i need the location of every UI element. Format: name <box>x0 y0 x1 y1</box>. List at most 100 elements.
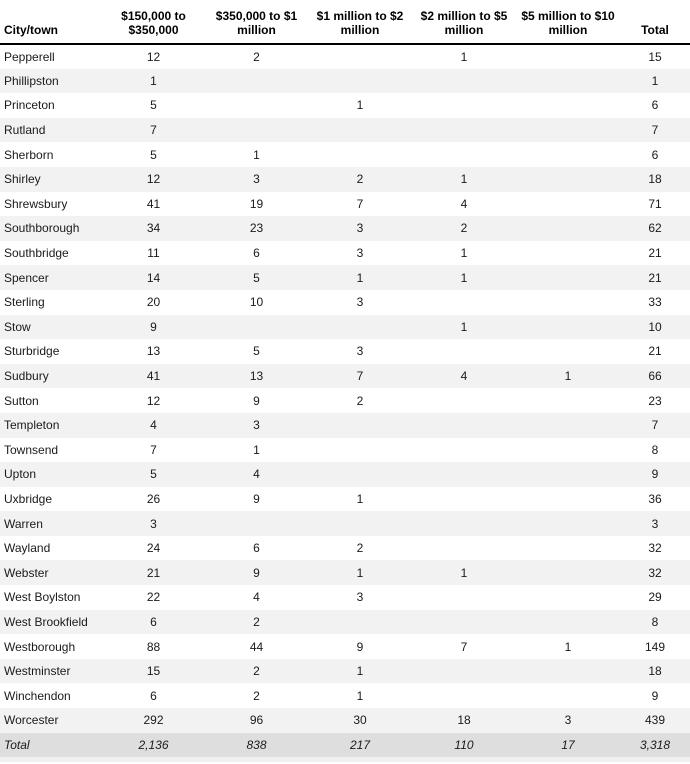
value-cell: 3 <box>564 713 572 728</box>
table-row: Sherborn 5 1 6 <box>0 142 690 167</box>
value-cell: 110 <box>454 737 474 752</box>
value-cell <box>308 413 412 438</box>
row-total-cell: 32 <box>648 541 662 556</box>
city-cell: West Boylston <box>4 590 81 605</box>
city-cell: Southborough <box>4 221 80 236</box>
table-row: Rutland 7 7 <box>0 117 690 143</box>
table-row: Worcester 292 96 30 18 3 439 <box>0 708 690 733</box>
value-cell: 12 <box>146 49 161 64</box>
city-cell: Webster <box>4 565 49 580</box>
value-cell: 9 <box>253 565 260 580</box>
value-cell <box>308 438 412 463</box>
value-cell: 1 <box>356 688 364 703</box>
row-total-cell: 18 <box>648 664 662 679</box>
value-cell: 1 <box>356 270 364 285</box>
value-cell <box>516 69 620 94</box>
value-cell <box>412 511 516 536</box>
row-total-cell: 62 <box>648 221 662 236</box>
value-cell: 1 <box>460 270 468 285</box>
value-cell: 9 <box>253 491 260 506</box>
value-cell <box>516 93 620 118</box>
table-row: Southbridge 11 6 3 1 21 <box>0 241 690 266</box>
city-cell: Princeton <box>4 98 55 113</box>
value-cell <box>516 167 620 192</box>
table-row: Spencer 14 5 1 1 21 <box>0 265 690 290</box>
value-cell <box>516 44 620 69</box>
table-row: Pepperell 12 2 1 15 <box>0 44 690 69</box>
city-cell: Sturbridge <box>4 344 60 359</box>
table-body: Pepperell 12 2 1 15 Phillipston 1 1 Princeton 5 1 6… <box>0 44 690 758</box>
value-cell: 1 <box>564 639 572 654</box>
row-total-cell: 21 <box>648 344 662 359</box>
column-header: Total <box>620 0 690 45</box>
table-row: Upton 5 4 9 <box>0 462 690 487</box>
value-cell <box>412 487 516 512</box>
value-cell: 2 <box>356 541 364 556</box>
value-cell: 7 <box>150 442 157 457</box>
table-row: Phillipston 1 1 <box>0 68 690 94</box>
row-total-cell: 21 <box>648 270 662 285</box>
value-cell: 44 <box>249 639 264 654</box>
value-cell <box>412 413 516 438</box>
city-cell: Wayland <box>4 541 51 556</box>
city-cell: Phillipston <box>4 73 59 88</box>
row-total-cell: 66 <box>648 369 662 384</box>
column-header: $2 million to $5 million <box>412 0 516 45</box>
row-total-cell: 8 <box>651 442 659 457</box>
table-row: Webster 21 9 1 1 32 <box>0 560 690 586</box>
table-row: Sutton 12 9 2 23 <box>0 388 690 413</box>
city-cell: Rutland <box>4 123 46 138</box>
value-cell: 15 <box>146 664 161 679</box>
value-cell: 26 <box>146 491 161 506</box>
column-header: $1 million to $2 million <box>308 0 412 45</box>
city-cell: Townsend <box>4 442 59 457</box>
value-cell <box>308 44 412 69</box>
value-cell: 34 <box>146 221 161 236</box>
value-cell <box>205 93 308 118</box>
value-cell: 30 <box>353 713 367 728</box>
city-cell: Spencer <box>4 270 49 285</box>
value-cell: 1 <box>356 98 364 113</box>
city-cell: Templeton <box>4 418 60 433</box>
value-cell: 3 <box>253 172 260 187</box>
row-total-cell: 33 <box>648 295 662 310</box>
value-cell: 4 <box>253 467 260 482</box>
value-cell: 41 <box>146 369 161 384</box>
row-total-cell: 3,318 <box>639 737 671 752</box>
value-cell: 7 <box>150 123 157 138</box>
value-cell: 2 <box>253 614 260 629</box>
value-cell <box>308 315 412 340</box>
value-cell: 217 <box>349 737 371 752</box>
value-cell: 1 <box>564 369 572 384</box>
value-cell: 5 <box>150 147 157 162</box>
value-cell: 2 <box>356 393 364 408</box>
total-row: Total 2,136 838 217 110 17 3,318 <box>0 732 690 758</box>
row-total-cell: 7 <box>651 418 659 433</box>
table-row: Sudbury 41 13 7 4 1 66 <box>0 363 690 389</box>
value-cell: 3 <box>356 590 364 605</box>
column-header: $5 million to $10 million <box>516 0 620 45</box>
value-cell: 21 <box>146 565 161 580</box>
city-cell: Total <box>4 737 30 752</box>
table-row: Templeton 4 3 7 <box>0 412 690 438</box>
value-cell <box>308 511 412 536</box>
value-cell: 5 <box>253 344 260 359</box>
value-cell: 4 <box>253 590 260 605</box>
value-cell <box>516 511 620 536</box>
value-cell: 2 <box>253 688 260 703</box>
column-header: $350,000 to $1 million <box>205 0 308 45</box>
value-cell: 1 <box>460 319 468 334</box>
column-header-city: City/town <box>0 0 102 45</box>
value-cell <box>516 462 620 487</box>
row-total-cell: 36 <box>648 491 662 506</box>
city-cell: Winchendon <box>4 688 71 703</box>
value-cell: 20 <box>146 295 161 310</box>
row-total-cell: 71 <box>648 196 662 211</box>
value-cell: 3 <box>253 418 260 433</box>
value-cell: 1 <box>150 73 157 88</box>
value-cell <box>308 69 412 94</box>
value-cell: 24 <box>146 541 161 556</box>
value-cell <box>205 511 308 536</box>
